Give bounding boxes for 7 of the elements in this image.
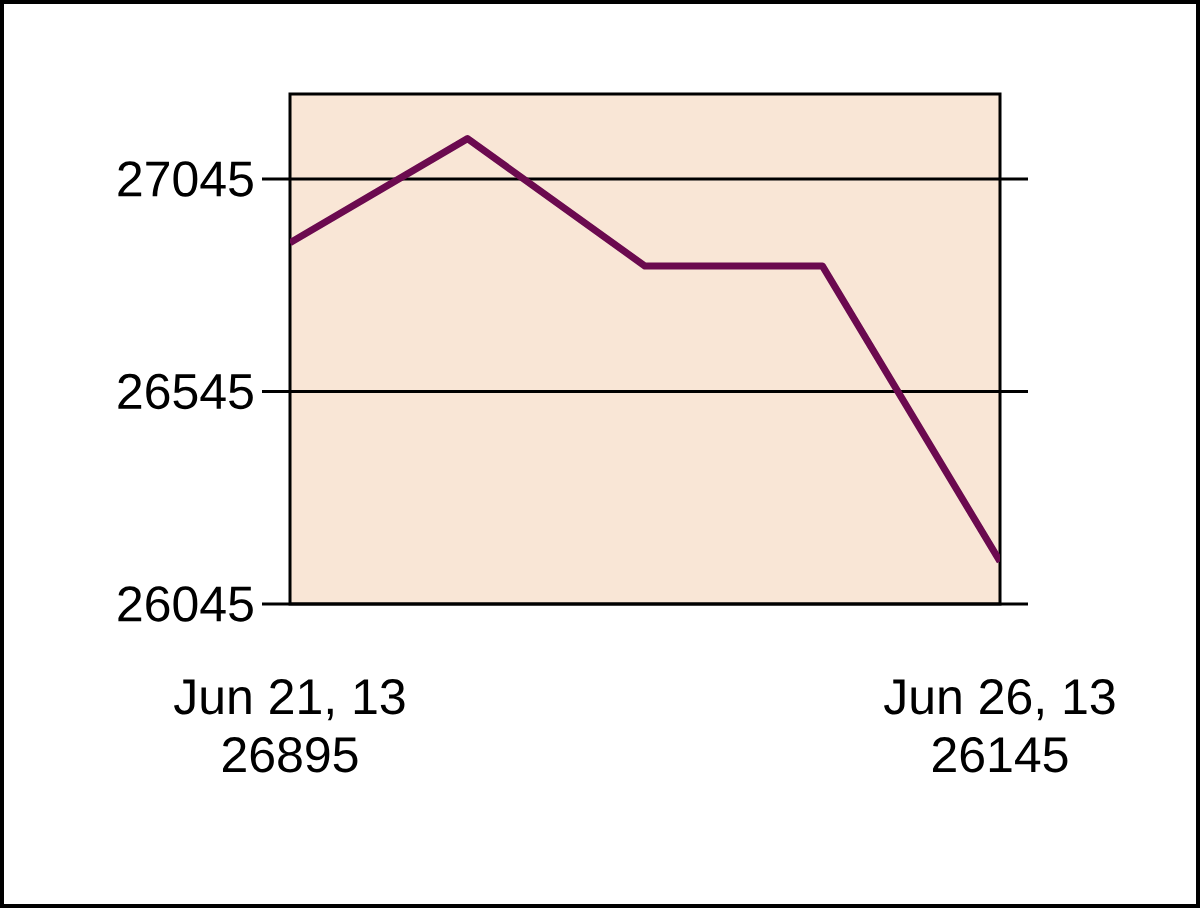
y-tick-label: 26045: [118, 586, 253, 622]
y-tick-label: 26545: [118, 373, 253, 410]
x-tick-label: Jun 26, 13: [884, 679, 1115, 721]
x-tick-label: Jun 21, 13: [174, 679, 405, 721]
data-label: 26895: [222, 737, 358, 773]
y-tick-label: 27045: [118, 161, 253, 197]
data-label: 26145: [932, 737, 1068, 773]
